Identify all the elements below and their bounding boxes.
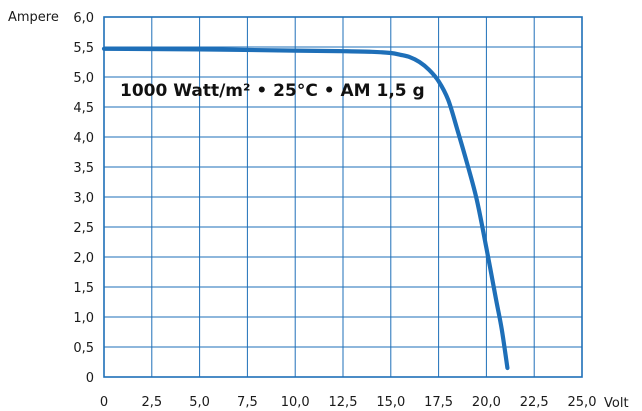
- y-tick-label: 4,5: [73, 101, 94, 116]
- y-tick-label: 2,5: [73, 221, 94, 236]
- y-tick-label: 6,0: [73, 11, 94, 26]
- x-tick-label: 15,0: [376, 395, 405, 410]
- y-axis-label: Ampere: [8, 10, 59, 25]
- chart-annotation: 1000 Watt/m² • 25°C • AM 1,5 g: [120, 81, 425, 101]
- plot-frame: [103, 16, 583, 378]
- x-tick-label: 5,0: [189, 395, 210, 410]
- y-tick-label: 2,0: [73, 251, 94, 266]
- y-tick-label: 4,0: [73, 131, 94, 146]
- tick-layer: 0 2,5 5,0 7,5 10,0 12,5 15,0 17,5 20,0 22,5 25,0 0 0…: [73, 11, 596, 410]
- y-tick-label: 5,0: [73, 71, 94, 86]
- x-tick-label: 2,5: [141, 395, 162, 410]
- y-tick-label: 3,0: [73, 191, 94, 206]
- y-tick-label: 5,5: [73, 41, 94, 56]
- x-tick-label: 12,5: [329, 395, 358, 410]
- x-tick-label: 17,5: [424, 395, 453, 410]
- grid-layer: [104, 17, 582, 377]
- y-tick-label: 3,5: [73, 161, 94, 176]
- x-tick-label: 22,5: [520, 395, 549, 410]
- x-tick-label: 10,0: [281, 395, 310, 410]
- x-axis-label: Volt: [604, 396, 629, 411]
- y-tick-label: 1,5: [73, 281, 94, 296]
- x-tick-label: 25,0: [568, 395, 597, 410]
- x-tick-label: 20,0: [472, 395, 501, 410]
- y-tick-label: 0: [86, 371, 94, 386]
- x-tick-label: 0: [100, 395, 108, 410]
- x-tick-label: 7,5: [237, 395, 258, 410]
- iv-curve-line: [101, 46, 510, 371]
- y-tick-label: 0,5: [73, 341, 94, 356]
- series-layer: [101, 46, 510, 371]
- y-tick-label: 1,0: [73, 311, 94, 326]
